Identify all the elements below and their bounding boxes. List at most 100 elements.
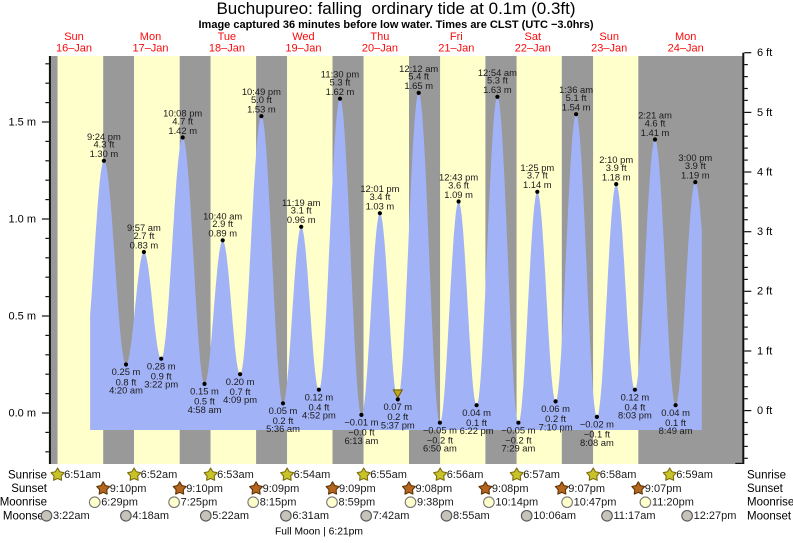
svg-text:12:27pm: 12:27pm [694,510,737,522]
svg-text:10:14pm: 10:14pm [495,497,538,509]
svg-text:4.6 ft: 4.6 ft [645,117,666,128]
svg-text:6 ft: 6 ft [757,47,772,59]
svg-text:16–Jan: 16–Jan [56,43,92,55]
svg-text:0.96 m: 0.96 m [287,214,316,225]
svg-text:3.9 ft: 3.9 ft [606,162,627,173]
svg-text:Fri: Fri [450,31,463,43]
svg-text:0.9 ft: 0.9 ft [151,370,172,381]
svg-text:17–Jan: 17–Jan [132,43,168,55]
svg-text:8:49 am: 8:49 am [659,425,693,436]
svg-text:3.6 ft: 3.6 ft [448,179,469,190]
svg-text:5.3 ft: 5.3 ft [487,75,508,86]
svg-text:9:08pm: 9:08pm [416,483,453,495]
svg-text:0.89 m: 0.89 m [208,228,237,239]
svg-text:4:52 pm: 4:52 pm [302,410,336,421]
svg-text:11:30 pm: 11:30 pm [321,69,360,80]
svg-text:6:55am: 6:55am [370,469,407,481]
svg-text:−0.05 m: −0.05 m [501,424,535,435]
svg-text:Sunrise: Sunrise [747,469,786,481]
svg-text:7:29 am: 7:29 am [501,443,535,454]
svg-text:11:17am: 11:17am [614,510,656,522]
svg-text:7:42am: 7:42am [373,510,410,522]
svg-text:7:10 pm: 7:10 pm [539,421,573,432]
svg-text:Buchupureo: falling ordinary: Buchupureo: falling ordinary tide at 0.1… [216,0,575,18]
svg-text:0.83 m: 0.83 m [130,239,159,250]
svg-text:4.7 ft: 4.7 ft [172,115,193,126]
svg-text:0.5 ft: 0.5 ft [194,396,215,407]
svg-text:2:21 am: 2:21 am [638,109,672,120]
svg-text:3.4 ft: 3.4 ft [369,191,390,202]
svg-text:3:22 pm: 3:22 pm [144,379,178,390]
svg-text:6:52am: 6:52am [141,469,178,481]
svg-text:4:09 pm: 4:09 pm [223,394,257,405]
svg-text:6:57am: 6:57am [523,469,560,481]
svg-text:Moonset: Moonset [3,510,48,522]
svg-text:Full Moon | 6:21pm: Full Moon | 6:21pm [275,527,363,538]
svg-text:1 ft: 1 ft [757,345,772,357]
svg-text:10:49 pm: 10:49 pm [242,86,281,97]
svg-text:11:20pm: 11:20pm [652,497,694,509]
svg-text:4 ft: 4 ft [757,166,772,178]
svg-text:22–Jan: 22–Jan [515,43,551,55]
svg-text:6:29pm: 6:29pm [101,497,138,509]
svg-text:0.1 ft: 0.1 ft [665,417,686,428]
svg-text:6:51am: 6:51am [64,469,101,481]
svg-text:Moonrise: Moonrise [0,497,47,509]
svg-text:0.04 m: 0.04 m [661,407,690,418]
svg-text:8:15pm: 8:15pm [260,497,297,509]
svg-text:7:25pm: 7:25pm [181,497,218,509]
svg-text:9:10pm: 9:10pm [186,483,223,495]
svg-text:Moonset: Moonset [747,510,792,522]
svg-text:Wed: Wed [292,31,314,43]
svg-text:1.18 m: 1.18 m [602,171,631,182]
svg-text:6:59am: 6:59am [676,469,713,481]
svg-text:3:00 pm: 3:00 pm [678,152,712,163]
svg-text:21–Jan: 21–Jan [438,43,474,55]
svg-text:24–Jan: 24–Jan [668,43,704,55]
svg-text:1.03 m: 1.03 m [366,200,395,211]
svg-text:0.12 m: 0.12 m [621,391,650,402]
svg-text:1.09 m: 1.09 m [444,189,473,200]
svg-text:1.30 m: 1.30 m [90,148,119,159]
svg-text:6:56am: 6:56am [447,469,484,481]
svg-text:19–Jan: 19–Jan [285,43,321,55]
svg-text:0.7 ft: 0.7 ft [230,386,251,397]
svg-text:2.9 ft: 2.9 ft [212,218,233,229]
svg-text:2.7 ft: 2.7 ft [133,230,154,241]
svg-text:0.07 m: 0.07 m [383,401,412,412]
svg-text:1.19 m: 1.19 m [681,169,710,180]
svg-text:0.28 m: 0.28 m [147,360,176,371]
svg-text:8:59pm: 8:59pm [339,497,376,509]
svg-text:1.63 m: 1.63 m [483,84,512,95]
svg-text:Mon: Mon [140,31,161,43]
svg-text:−0.0 ft: −0.0 ft [348,427,375,438]
svg-text:0.2 ft: 0.2 ft [273,415,294,426]
svg-text:Tue: Tue [218,31,237,43]
svg-text:Thu: Thu [370,31,389,43]
svg-text:Image captured 36 minutes befo: Image captured 36 minutes before low wat… [198,19,593,31]
svg-text:12:54 am: 12:54 am [478,67,517,78]
svg-text:1:36 am: 1:36 am [559,84,593,95]
svg-text:5.0 ft: 5.0 ft [251,94,272,105]
svg-text:0.15 m: 0.15 m [190,386,219,397]
svg-text:9:24 pm: 9:24 pm [87,131,121,142]
svg-text:5 ft: 5 ft [757,107,772,119]
svg-text:1.54 m: 1.54 m [562,101,591,112]
svg-text:3:22am: 3:22am [53,510,90,522]
svg-text:−0.1 ft: −0.1 ft [584,429,611,440]
svg-text:10:08 pm: 10:08 pm [163,107,202,118]
svg-text:12:01 pm: 12:01 pm [360,183,399,194]
svg-text:12:12 am: 12:12 am [399,63,438,74]
svg-text:3.7 ft: 3.7 ft [527,170,548,181]
svg-text:1.62 m: 1.62 m [326,86,355,97]
svg-text:9:07pm: 9:07pm [645,483,682,495]
svg-text:10:47pm: 10:47pm [574,497,617,509]
svg-text:9:57 am: 9:57 am [127,222,161,233]
svg-text:1.65 m: 1.65 m [404,80,433,91]
svg-text:4:18am: 4:18am [132,510,169,522]
svg-text:10:40 am: 10:40 am [203,210,242,221]
svg-text:0.4 ft: 0.4 ft [308,401,329,412]
svg-text:5:36 am: 5:36 am [266,423,300,434]
svg-text:20–Jan: 20–Jan [362,43,398,55]
svg-text:Sunset: Sunset [747,483,784,495]
